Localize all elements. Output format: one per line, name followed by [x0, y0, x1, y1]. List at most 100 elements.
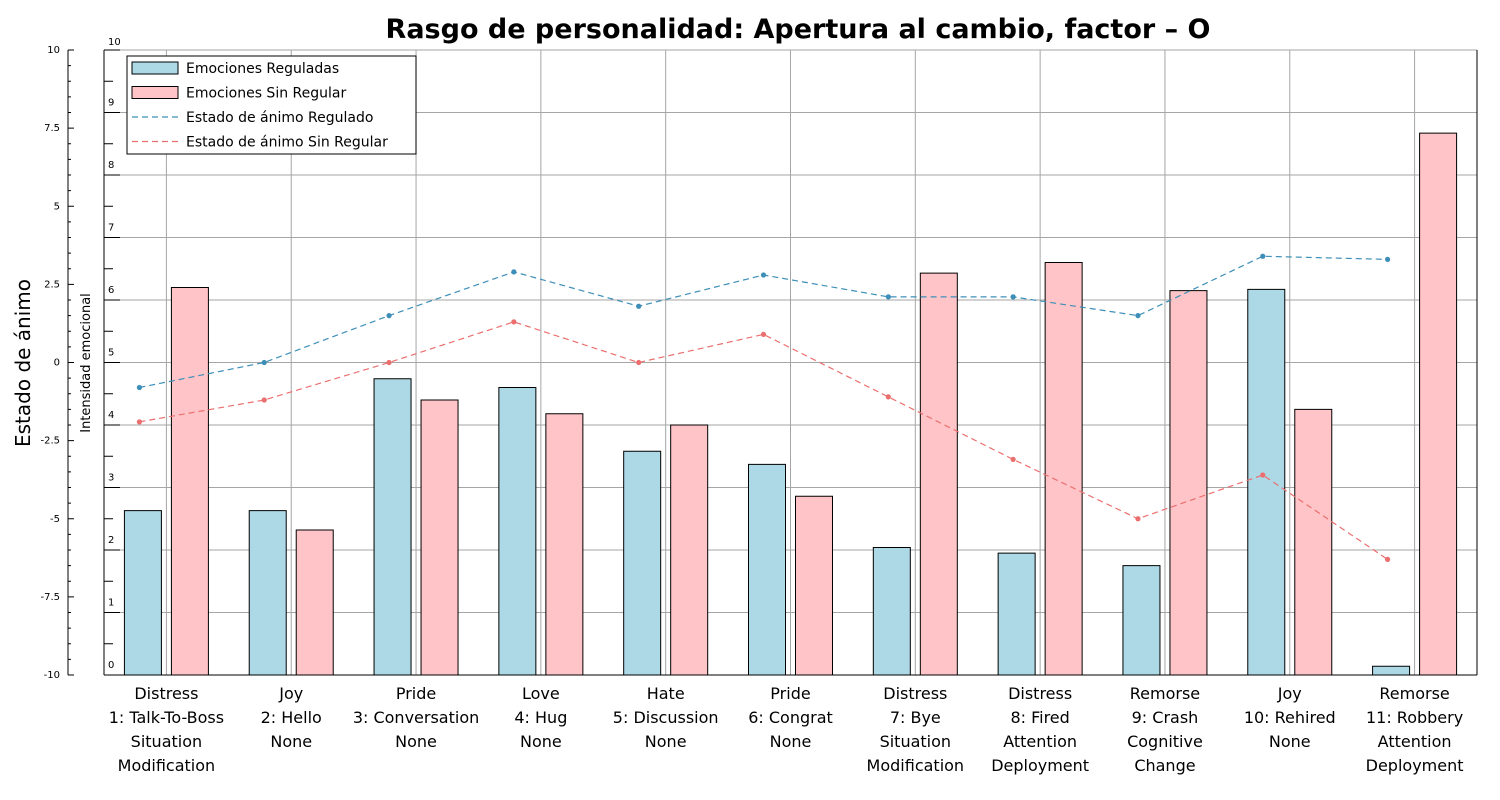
- bar-regulated: [373, 378, 412, 676]
- point-mood-regulated: [1010, 294, 1016, 300]
- point-mood-unregulated: [511, 319, 517, 325]
- right-tick-label: 5: [108, 348, 114, 359]
- point-mood-unregulated: [1010, 456, 1016, 462]
- category-label: Joy: [278, 684, 303, 703]
- right-tick-label: 2: [108, 535, 114, 546]
- left-tick-label: 5: [54, 201, 60, 212]
- category-label: 1: Talk-To-Boss: [109, 708, 224, 727]
- chart-title: Rasgo de personalidad: Apertura al cambi…: [386, 14, 1211, 45]
- category-label: 8: Fired: [1010, 708, 1069, 727]
- category-label: 9: Crash: [1132, 708, 1199, 727]
- left-tick-label: -5: [50, 514, 60, 525]
- point-mood-unregulated: [1384, 556, 1391, 562]
- category-label: None: [770, 732, 812, 751]
- point-mood-unregulated: [261, 397, 267, 403]
- legend-swatch: [131, 86, 179, 99]
- category-label: Situation: [880, 732, 951, 751]
- point-mood-regulated: [885, 294, 891, 300]
- legend-label: Emociones Sin Regular: [186, 86, 346, 102]
- category-label: Cognitive: [1127, 732, 1203, 751]
- point-mood-regulated: [1260, 253, 1266, 259]
- category-label: 2: Hello: [261, 708, 322, 727]
- point-mood-unregulated: [136, 419, 143, 425]
- category-label: None: [645, 732, 687, 751]
- category-label: 11: Robbery: [1366, 708, 1463, 727]
- bar-regulated: [498, 387, 537, 676]
- bar-regulated: [123, 510, 162, 676]
- bar-regulated: [248, 510, 287, 676]
- bar-unregulated: [170, 287, 209, 676]
- category-label: Deployment: [1366, 756, 1464, 775]
- bar-unregulated: [1044, 262, 1083, 676]
- category-label: Hate: [647, 684, 685, 703]
- right-tick-label: 3: [108, 473, 114, 484]
- category-label: 4: Hug: [514, 708, 567, 727]
- right-tick-label: 8: [108, 160, 114, 171]
- point-mood-unregulated: [386, 359, 392, 366]
- right-tick-label: 0: [108, 660, 114, 671]
- right-tick-label: 9: [108, 98, 114, 109]
- category-label: None: [270, 732, 312, 751]
- bar-unregulated: [420, 399, 459, 676]
- bar-unregulated: [1294, 408, 1333, 676]
- category-label: Remorse: [1130, 684, 1200, 703]
- left-tick-label: -10: [44, 670, 60, 681]
- point-mood-unregulated: [760, 331, 767, 337]
- right-tick-label: 1: [108, 598, 114, 609]
- bar-unregulated: [545, 413, 584, 676]
- bar-regulated: [623, 450, 662, 676]
- left-tick-label: 0: [54, 358, 60, 369]
- mood-lines: [136, 253, 1391, 562]
- legend-label: Estado de ánimo Sin Regular: [186, 135, 388, 151]
- category-label: Love: [522, 684, 560, 703]
- category-label: Situation: [131, 732, 202, 751]
- point-mood-regulated: [511, 269, 517, 275]
- category-label: 3: Conversation: [353, 708, 479, 727]
- category-label: Distress: [1008, 684, 1072, 703]
- category-label: Distress: [883, 684, 947, 703]
- category-label: Modification: [118, 756, 216, 775]
- legend-label: Estado de ánimo Regulado: [186, 110, 373, 126]
- category-labels: Distress 1: Talk-To-Boss Situation Modifica…: [109, 684, 1464, 775]
- point-mood-unregulated: [1135, 516, 1141, 522]
- left-tick-label: 10: [47, 45, 60, 56]
- left-tick-label: -2.5: [40, 436, 60, 447]
- point-mood-unregulated: [1260, 472, 1266, 478]
- category-label: None: [1269, 732, 1311, 751]
- category-label: Pride: [770, 684, 810, 703]
- bar-unregulated: [1419, 132, 1458, 676]
- category-label: Modification: [867, 756, 965, 775]
- bar-unregulated: [295, 529, 334, 676]
- category-label: Joy: [1277, 684, 1302, 703]
- category-label: Attention: [1378, 732, 1452, 751]
- bar-regulated: [748, 463, 786, 676]
- category-label: 10: Rehired: [1244, 708, 1336, 727]
- category-label: 5: Discussion: [613, 708, 719, 727]
- bars: [123, 132, 1458, 676]
- bar-regulated: [1247, 288, 1286, 676]
- bar-unregulated: [919, 272, 958, 676]
- bar-unregulated: [1169, 290, 1208, 676]
- point-mood-unregulated: [885, 394, 891, 400]
- left-tick-label: 7.5: [44, 123, 60, 134]
- category-label: Change: [1134, 756, 1195, 775]
- category-label: Remorse: [1379, 684, 1449, 703]
- bar-regulated: [1372, 665, 1411, 676]
- axes: [67, 49, 1478, 676]
- category-label: Deployment: [991, 756, 1089, 775]
- point-mood-regulated: [386, 313, 392, 319]
- category-label: 7: Bye: [890, 708, 941, 727]
- point-mood-regulated: [261, 359, 267, 366]
- point-mood-regulated: [760, 272, 767, 278]
- point-mood-regulated: [1135, 313, 1141, 319]
- legend-swatch: [131, 61, 179, 75]
- category-label: Distress: [134, 684, 198, 703]
- y-axis-right-label: Intensidad emocional: [79, 293, 94, 433]
- right-tick-label: 4: [108, 410, 114, 421]
- category-label: None: [520, 732, 562, 751]
- category-label: Attention: [1003, 732, 1077, 751]
- point-mood-regulated: [1384, 256, 1391, 262]
- right-tick-label: 7: [108, 223, 114, 234]
- category-label: Pride: [396, 684, 436, 703]
